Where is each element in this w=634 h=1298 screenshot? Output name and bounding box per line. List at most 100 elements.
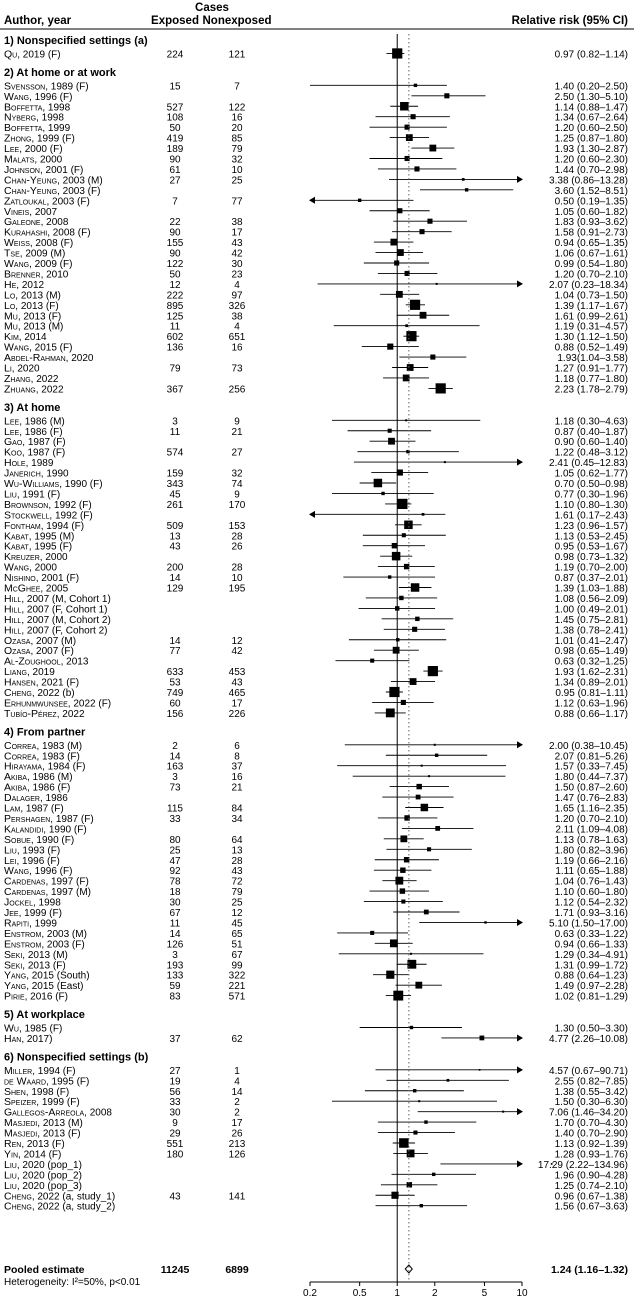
nonexposed-count: 28	[231, 856, 243, 867]
study-label: Stockwell, 1992 (F)	[4, 509, 93, 521]
study-author: Enstrom	[4, 938, 42, 950]
nonexposed-count: 25	[231, 175, 243, 186]
rr-ci-text: 1.13 (0.78–1.63)	[555, 835, 628, 846]
nonexposed-count: 4	[234, 280, 240, 291]
exposed-count: 129	[167, 584, 184, 595]
study-year: , 2016 (F)	[25, 992, 68, 1003]
study-author: Svensson	[4, 80, 45, 92]
rr-ci-text: 3.38 (0.86–13.28)	[549, 175, 628, 186]
study-year: , 1987 (F)	[22, 448, 65, 459]
rr-ci-text: 1.14 (0.88–1.47)	[555, 102, 628, 113]
study-author: Cheng	[4, 687, 32, 699]
exposed-count: 133	[167, 971, 184, 982]
point-estimate	[400, 699, 406, 705]
point-estimate	[403, 857, 410, 863]
study-year: , 1990	[41, 469, 69, 480]
study-label: Lee, 2000 (F)	[4, 143, 63, 155]
point-estimate	[412, 626, 418, 632]
exposed-count: 7	[172, 196, 178, 207]
point-estimate	[427, 847, 432, 852]
exposed-count: 90	[169, 155, 181, 166]
study-label: Akiba, 1986 (M)	[4, 771, 73, 783]
study-label: Liu, 1993 (F)	[4, 844, 60, 856]
nonexposed-count: 26	[231, 542, 243, 553]
nonexposed-count: 6	[234, 741, 240, 752]
rr-ci-text: 1.30 (0.50–3.30)	[555, 1024, 628, 1035]
exposed-count: 11	[170, 918, 181, 929]
ci-arrow-right	[517, 918, 523, 926]
exposed-count: 90	[169, 228, 181, 239]
study-author: Speizer	[4, 1096, 36, 1108]
study-label: Hole, 1989	[4, 457, 54, 469]
study-label: Nyberg, 1998	[4, 112, 64, 124]
nonexposed-count: 13	[231, 845, 243, 856]
study-year: , 2012	[16, 280, 44, 291]
point-estimate	[427, 666, 438, 677]
study-author: Erhunmwunsee	[4, 697, 68, 709]
study-year: , 1998	[36, 113, 64, 124]
study-label: Hill, 2007 (M, Cohort 2)	[4, 614, 111, 626]
study-author: de Waard	[4, 1075, 46, 1087]
point-estimate	[393, 990, 404, 1001]
study-label: Correa, 1983 (F)	[4, 750, 80, 762]
study-author: Mu	[4, 310, 18, 322]
rr-ci-text: 0.63 (0.32–1.25)	[555, 657, 628, 668]
study-author: Dalager	[4, 792, 40, 804]
study-label: Cheng, 2022 (a, study_2)	[4, 1201, 115, 1213]
exposed-header: Exposed	[151, 15, 199, 27]
nonexposed-count: 8	[234, 751, 240, 762]
exposed-count: 80	[169, 835, 181, 846]
exposed-count: 33	[169, 1097, 181, 1108]
nonexposed-count: 38	[231, 311, 243, 322]
study-year: , 2013 (F)	[15, 301, 58, 312]
rr-ci-text: 2.07 (0.23–18.34)	[549, 280, 628, 291]
study-label: Wang, 2000	[4, 562, 57, 574]
exposed-count: 33	[169, 814, 181, 825]
study-author: Cardenas	[4, 876, 46, 888]
ci-arrow-right	[517, 458, 523, 466]
point-estimate	[409, 299, 421, 310]
study-year: , 2007 (F)	[30, 646, 73, 657]
ci-arrow-right	[517, 1066, 523, 1074]
ci-arrow-right	[517, 175, 523, 183]
exposed-count: 108	[167, 113, 184, 124]
x-tick-label: 1	[394, 1288, 400, 1298]
study-year: , 1989	[26, 458, 54, 469]
study-label: Akiba, 1986 (F)	[4, 782, 70, 794]
exposed-count: 47	[169, 856, 181, 867]
rr-ci-text: 1.34 (0.67–2.64)	[555, 113, 628, 124]
exposed-count: 2	[172, 741, 178, 752]
point-estimate	[396, 469, 403, 476]
rr-ci-text: 1.56 (0.67–3.63)	[555, 1202, 628, 1213]
study-year: , 2014 (F)	[18, 1149, 61, 1160]
study-year: , 2020	[12, 364, 40, 375]
rr-ci-text: 1.12 (0.54–2.32)	[555, 898, 628, 909]
study-author: Liu	[4, 844, 17, 856]
rr-ci-text: 0.77 (0.30–1.96)	[555, 489, 628, 500]
rr-ci-text: 1.13 (0.53–2.45)	[555, 531, 628, 542]
point-estimate	[400, 835, 408, 843]
exposed-count: 90	[169, 249, 181, 260]
study-label: Tse, 2009 (M)	[4, 248, 65, 260]
rr-ci-text: 1.01 (0.41–2.47)	[555, 636, 628, 647]
nonexposed-count: 453	[229, 667, 246, 678]
study-year: , 1992 (F)	[49, 510, 92, 521]
rr-ci-text: 1.47 (0.76–2.83)	[555, 793, 628, 804]
rr-ci-text: 1.61 (0.99–2.61)	[555, 311, 628, 322]
rr-ci-text: 1.22 (0.48–3.12)	[555, 448, 628, 459]
study-label: Wang, 1996 (F)	[4, 91, 72, 103]
rr-ci-text: 2.55 (0.82–7.85)	[555, 1076, 628, 1087]
study-year: , 1995 (F)	[29, 542, 72, 553]
study-year: , 2000	[34, 155, 62, 166]
rr-ci-text: 1.20 (0.70–2.10)	[555, 814, 628, 825]
study-author: Akiba	[4, 782, 27, 794]
study-label: Galeone, 2008	[4, 216, 69, 228]
study-label: Ozasa, 2007 (F)	[4, 645, 74, 657]
rr-ci-text: 2.50 (1.30–5.10)	[555, 92, 628, 103]
study-author: Lee	[4, 415, 20, 427]
study-year: , 2007 (M, Cohort 1)	[21, 594, 110, 605]
nonexposed-count: 122	[229, 102, 246, 113]
study-label: Koo, 1987 (F)	[4, 447, 65, 459]
study-label: Yang, 2015 (East)	[4, 980, 83, 992]
nonexposed-count: 72	[231, 877, 243, 888]
